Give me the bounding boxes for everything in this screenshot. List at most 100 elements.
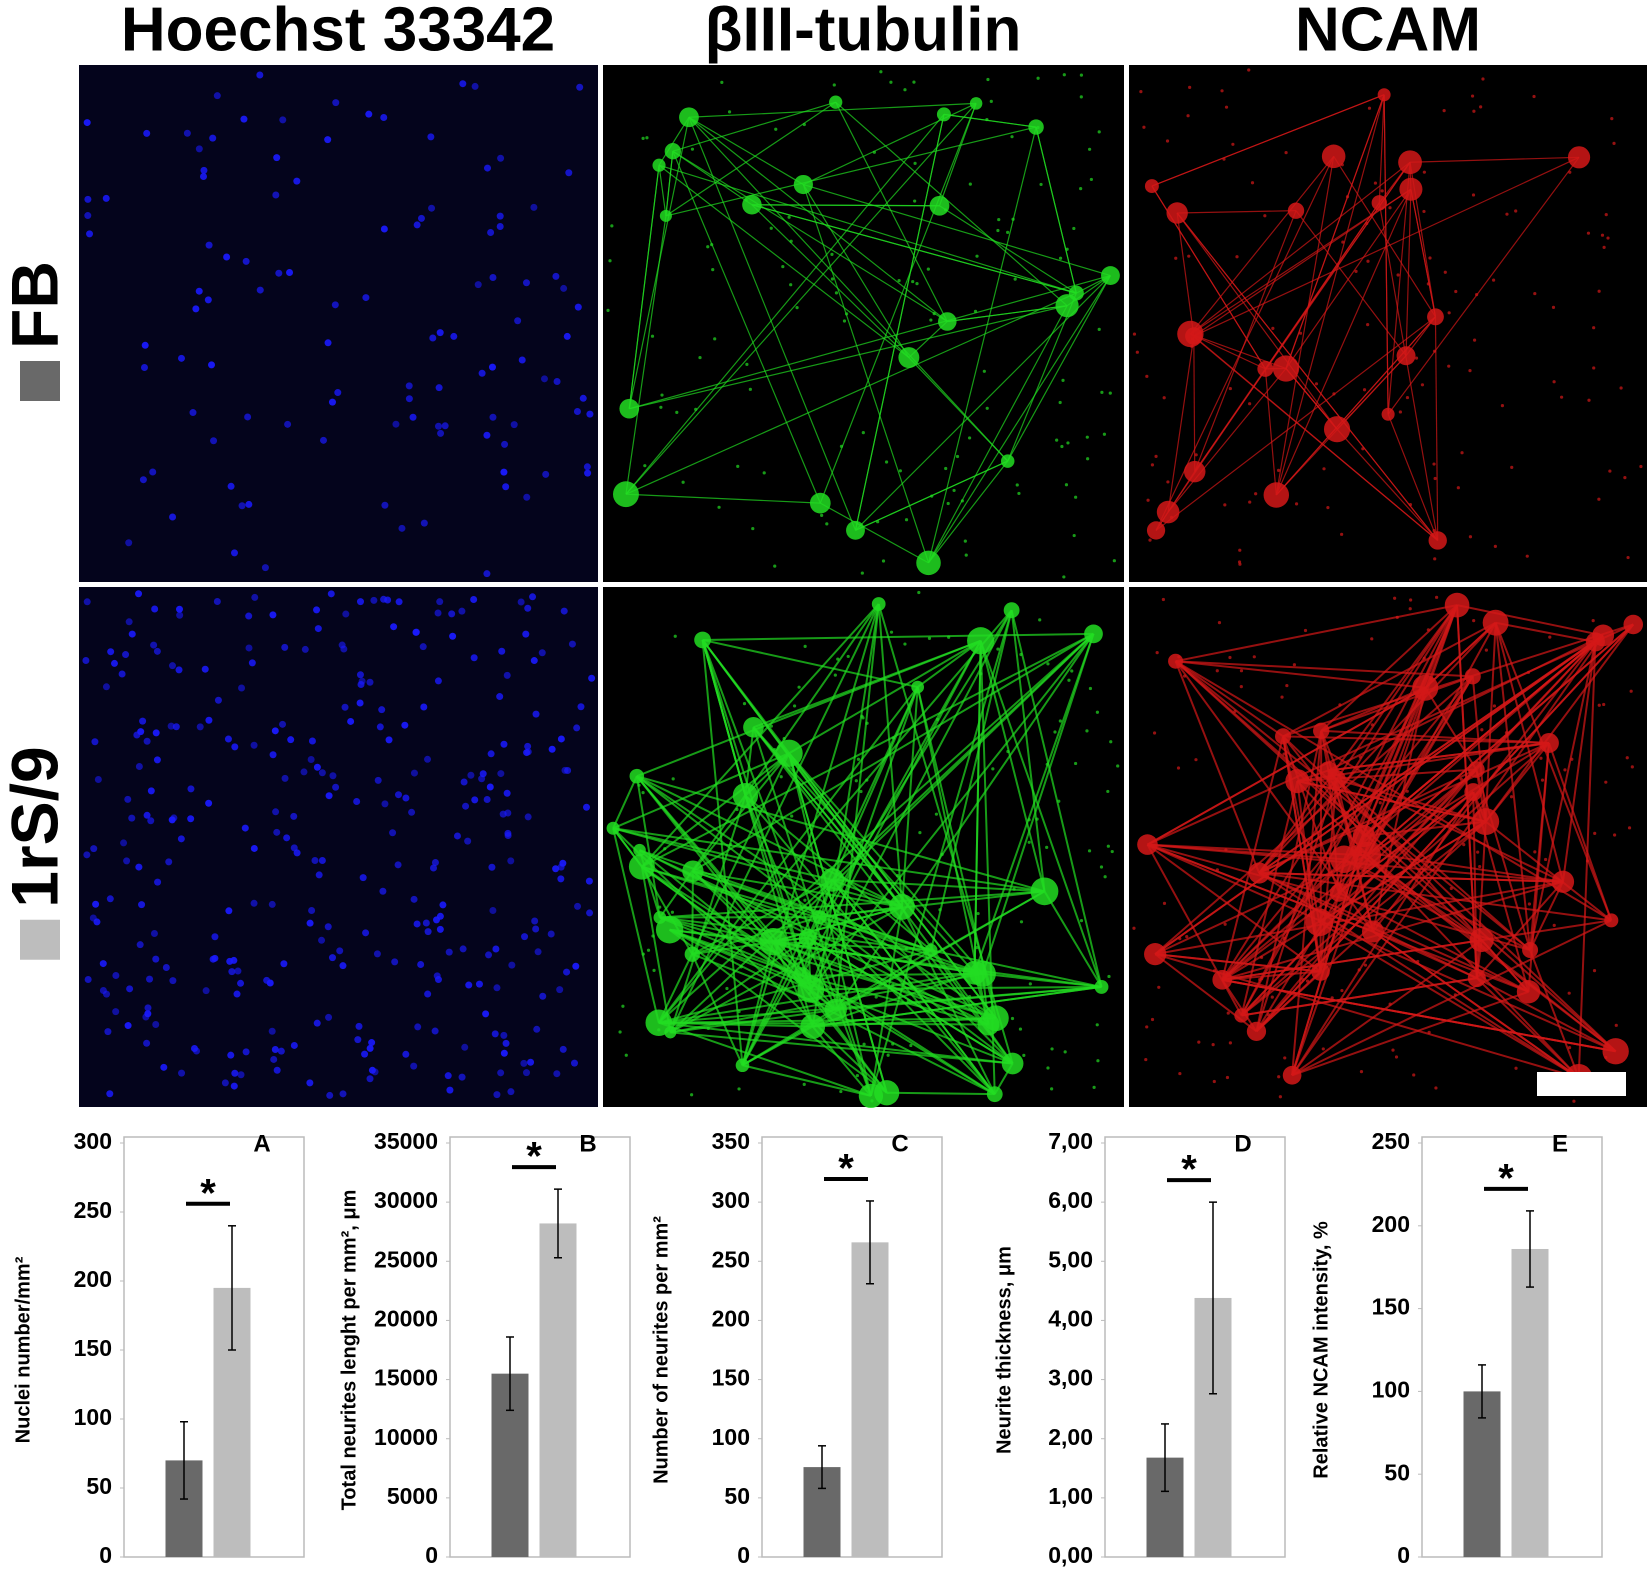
nucleus [314, 625, 322, 633]
neurite [1424, 687, 1478, 771]
nucleus [410, 1062, 418, 1070]
puncta [938, 908, 942, 912]
puncta [711, 268, 715, 272]
significance-star: * [1498, 1156, 1514, 1200]
puncta [1145, 374, 1149, 378]
puncta [1602, 245, 1606, 249]
puncta [1428, 256, 1432, 260]
puncta [1630, 765, 1634, 769]
nucleus [83, 598, 91, 606]
y-tick-label: 50 [1384, 1459, 1410, 1485]
nucleus [488, 363, 496, 371]
nucleus [435, 384, 443, 392]
nucleus [470, 654, 478, 662]
y-tick-label: 50 [86, 1473, 112, 1499]
nucleus [427, 133, 435, 141]
puncta [1006, 230, 1010, 234]
puncta [1285, 683, 1289, 688]
puncta [1038, 618, 1042, 622]
puncta [1015, 483, 1019, 487]
nucleus [557, 875, 565, 883]
puncta [1338, 703, 1342, 707]
nucleus [357, 680, 365, 688]
nucleus [273, 1066, 281, 1074]
puncta [1292, 663, 1297, 667]
nucleus [532, 925, 540, 933]
puncta [762, 471, 766, 475]
cell-body [1319, 761, 1338, 780]
puncta [1447, 364, 1451, 368]
puncta [1224, 105, 1229, 109]
puncta [1591, 619, 1595, 623]
cell-body [1156, 500, 1180, 524]
cell-body [1166, 202, 1188, 224]
puncta [1544, 857, 1548, 862]
puncta [1298, 331, 1303, 335]
neurite [702, 632, 1094, 641]
nucleus [445, 948, 453, 956]
puncta [1409, 598, 1413, 602]
nucleus [585, 877, 593, 885]
puncta [1509, 795, 1514, 799]
nucleus [502, 1039, 510, 1047]
puncta [997, 217, 1001, 222]
y-tick-label: 15000 [374, 1365, 438, 1391]
neurite [772, 940, 997, 1020]
neurite [1424, 621, 1497, 689]
nucleus [547, 930, 555, 938]
puncta [1532, 94, 1536, 99]
nucleus [572, 962, 580, 970]
puncta [1491, 278, 1496, 282]
nucleus [308, 737, 316, 745]
nucleus [328, 398, 336, 406]
puncta [1597, 289, 1601, 293]
nucleus [557, 735, 565, 743]
nucleus [529, 593, 537, 601]
puncta [803, 898, 807, 902]
puncta [897, 278, 901, 283]
puncta [802, 1082, 806, 1087]
neurite [741, 603, 880, 1066]
nucleus [300, 768, 308, 776]
puncta [912, 80, 916, 84]
nucleus [431, 1027, 439, 1035]
y-tick-label: 100 [1372, 1376, 1410, 1402]
y-tick-label: 200 [74, 1266, 112, 1292]
puncta [1182, 674, 1187, 678]
puncta [1365, 221, 1369, 226]
nucleus [250, 844, 258, 852]
puncta [989, 99, 993, 103]
puncta [891, 1042, 895, 1046]
nucleus [92, 900, 100, 908]
nucleus [149, 468, 157, 476]
nucleus [390, 623, 398, 631]
cell-body [969, 97, 983, 110]
puncta [671, 777, 675, 781]
puncta [795, 306, 799, 310]
neurite [1221, 979, 1258, 1032]
nucleus [340, 645, 348, 653]
nucleus [195, 287, 203, 295]
neurite [670, 972, 983, 1034]
puncta [1340, 532, 1344, 536]
puncta [1459, 777, 1463, 781]
nucleus [414, 1023, 422, 1031]
y-axis-label: Relative NCAM intensity, % [1310, 1221, 1332, 1479]
puncta [1072, 226, 1076, 231]
puncta [1089, 177, 1093, 182]
nucleus [429, 334, 437, 342]
puncta [881, 559, 886, 563]
nucleus [356, 598, 364, 606]
nucleus [271, 727, 279, 735]
nucleus [474, 281, 482, 289]
neurite [1174, 660, 1261, 874]
puncta [1224, 848, 1228, 852]
puncta [975, 254, 979, 258]
puncta [658, 905, 662, 909]
puncta [1222, 157, 1226, 161]
nucleus [339, 1090, 347, 1098]
neurite [1475, 821, 1487, 979]
neurite [1221, 736, 1285, 981]
neurite [1176, 212, 1439, 541]
nucleus [318, 936, 326, 944]
